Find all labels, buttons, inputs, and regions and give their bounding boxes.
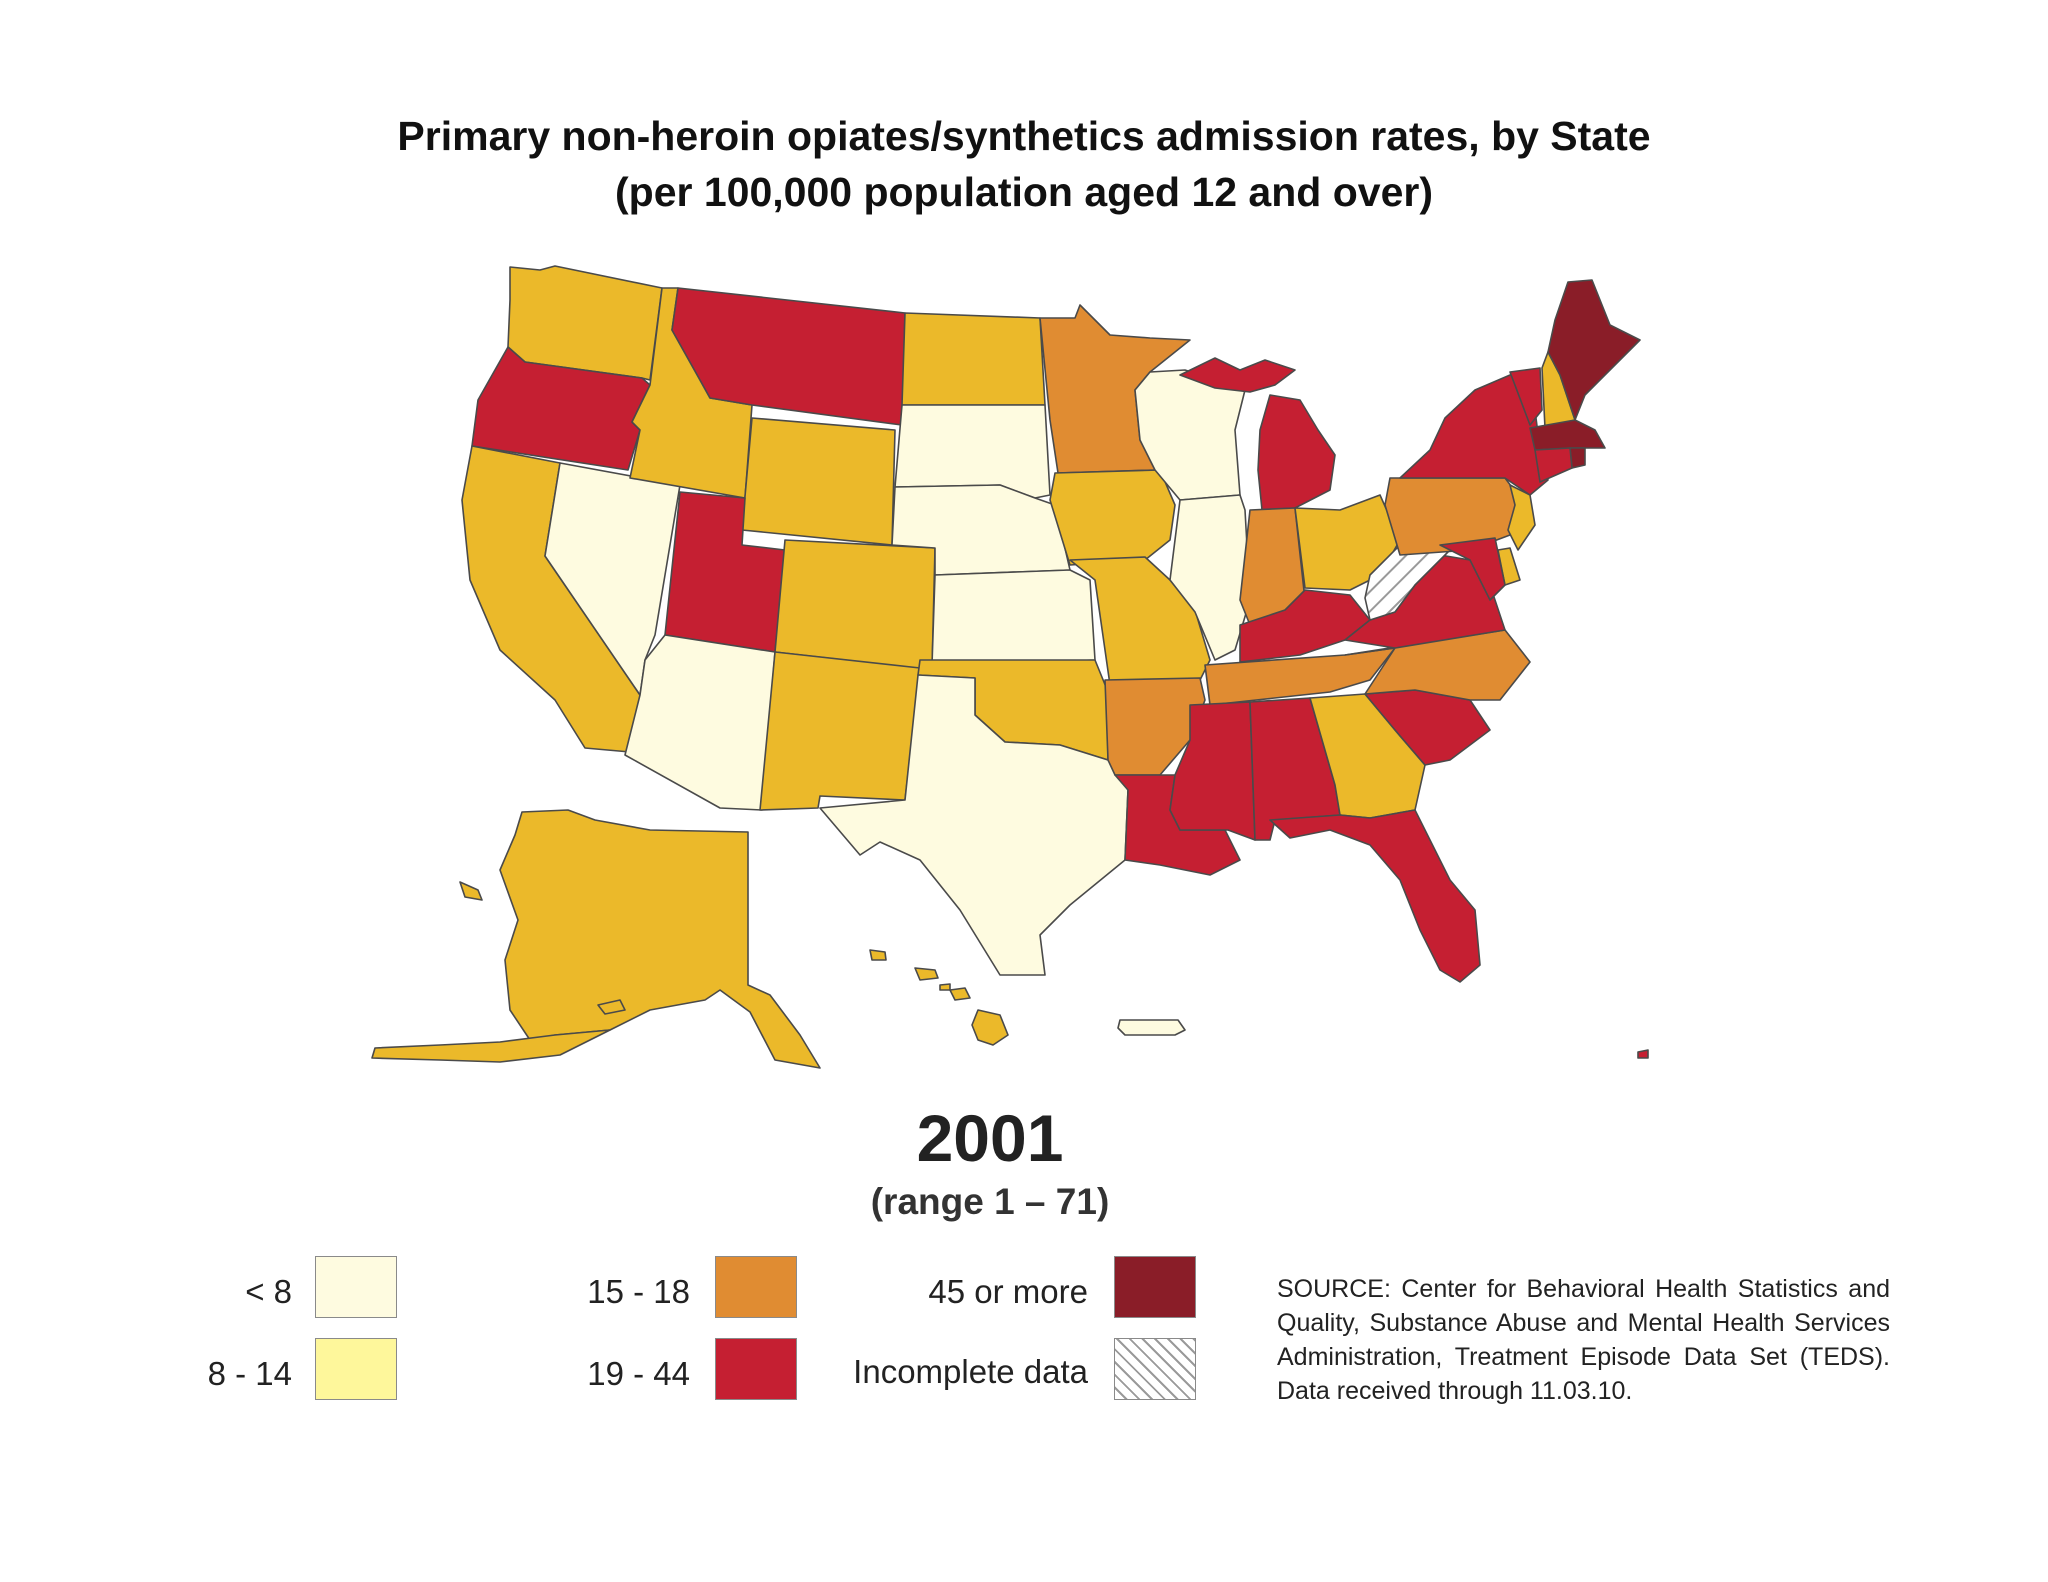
- state-fl: [1269, 809, 1481, 983]
- title-line-2: (per 100,000 population aged 12 and over…: [615, 169, 1433, 215]
- state-nc: [1344, 629, 1531, 701]
- state-mo: [1069, 556, 1211, 686]
- state-ks: [931, 569, 1096, 666]
- state-mi-lp: [1257, 394, 1336, 511]
- legend-swatch-15-18: [715, 1256, 797, 1318]
- state-md: [1439, 537, 1506, 601]
- state-hi-maui: [949, 987, 971, 1001]
- state-tx: [819, 674, 1129, 976]
- legend-swatch-incomplete: [1114, 1338, 1196, 1400]
- state-sd: [894, 404, 1051, 499]
- state-nm: [759, 651, 921, 811]
- legend-label-45plus: 45 or more: [928, 1273, 1088, 1310]
- state-hi-big: [971, 1009, 1009, 1046]
- legend-label-lt8: < 8: [245, 1273, 292, 1310]
- state-hi-kauai: [869, 949, 887, 961]
- legend-label-15-18: 15 - 18: [587, 1273, 690, 1310]
- title-line-1: Primary non-heroin opiates/synthetics ad…: [397, 113, 1651, 159]
- state-pr: [1117, 1019, 1186, 1036]
- state-ct: [1534, 447, 1573, 483]
- state-hi-molokai: [939, 983, 951, 991]
- state-ak-island-2: [597, 999, 626, 1015]
- range-label: (range 1 – 71): [870, 1181, 1110, 1222]
- state-me: [1547, 279, 1641, 421]
- legend-swatch-lt8: [315, 1256, 397, 1318]
- source-note: SOURCE: Center for Behavioral Health Sta…: [1277, 1275, 1890, 1405]
- state-ak: [499, 809, 821, 1069]
- state-ia: [1049, 469, 1176, 566]
- state-az: [624, 634, 776, 811]
- state-ak-island: [459, 881, 483, 901]
- state-nd: [901, 312, 1046, 406]
- state-vi: [1637, 1049, 1649, 1059]
- legend-label-incomplete: Incomplete data: [853, 1353, 1088, 1390]
- state-il: [1169, 494, 1251, 661]
- state-hi-oahu: [914, 967, 939, 981]
- legend-swatch-19-44: [715, 1338, 797, 1400]
- state-nj: [1507, 484, 1536, 551]
- legend-label-19-44: 19 - 44: [587, 1355, 690, 1392]
- state-co: [774, 539, 936, 671]
- state-wy: [741, 417, 896, 546]
- state-ak-peninsula: [371, 1029, 611, 1063]
- state-vt: [1509, 367, 1543, 426]
- legend-swatch-45plus: [1114, 1256, 1196, 1318]
- state-ma: [1529, 419, 1606, 451]
- state-wa: [507, 265, 663, 381]
- year-label: 2001: [916, 1101, 1064, 1175]
- state-ar: [1104, 677, 1206, 776]
- map-title: Primary non-heroin opiates/synthetics ad…: [0, 108, 2048, 220]
- legend-swatch-8-14: [315, 1338, 397, 1400]
- legend-label-8-14: 8 - 14: [207, 1355, 292, 1392]
- state-mi-up: [1179, 357, 1296, 393]
